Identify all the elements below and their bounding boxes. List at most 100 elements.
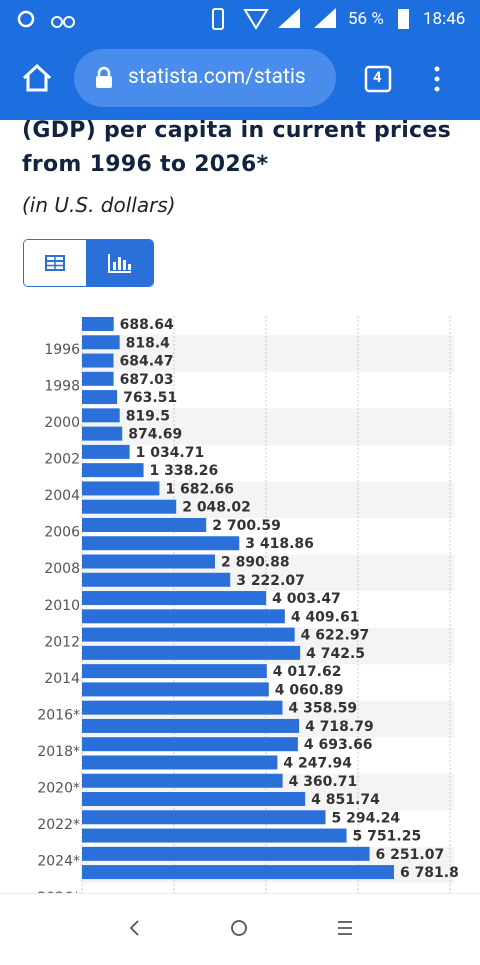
- bar: [82, 572, 231, 587]
- browser-header: 56 % 18:46 statista.com/statis 4: [0, 0, 480, 120]
- y-tick-label: 2026*: [37, 890, 80, 893]
- value-label: 4 693.66: [304, 737, 373, 753]
- bar: [82, 517, 207, 532]
- y-tick-label: 2020*: [37, 780, 80, 796]
- value-label: 4 247.94: [283, 755, 352, 771]
- toolbar-icons: [22, 63, 440, 93]
- tab-count: 4: [373, 68, 382, 86]
- bar: [82, 664, 267, 679]
- bar: [82, 463, 144, 478]
- bar: [82, 554, 215, 569]
- value-label: 687.03: [120, 372, 174, 388]
- row-band: [82, 408, 454, 445]
- back-button[interactable]: [129, 920, 139, 936]
- y-tick-label: 2000: [44, 415, 80, 431]
- incognito-icon: [63, 16, 75, 28]
- bar: [82, 755, 278, 770]
- value-label: 684.47: [119, 354, 173, 370]
- bar: [82, 700, 283, 715]
- value-label: 3 418.86: [245, 536, 314, 552]
- bar: [82, 828, 347, 843]
- bar: [82, 609, 285, 624]
- value-label: 4 409.61: [291, 609, 360, 625]
- bar: [82, 846, 370, 861]
- chart-icon: [108, 254, 131, 273]
- bar: [82, 591, 267, 606]
- y-tick-label: 1996: [44, 342, 80, 358]
- value-label: 2 700.59: [212, 518, 281, 534]
- value-label: 874.69: [128, 427, 182, 443]
- value-label: 688.64: [120, 317, 174, 333]
- value-label: 4 360.71: [289, 774, 358, 790]
- bar: [82, 718, 300, 733]
- view-toggle: [23, 239, 154, 287]
- bar: [82, 645, 301, 660]
- bar: [82, 481, 160, 496]
- battery-icon: [398, 9, 409, 29]
- value-label: 4 851.74: [311, 792, 380, 808]
- recents-button[interactable]: [338, 921, 352, 935]
- value-label: 4 003.47: [272, 591, 341, 607]
- home-nav-button[interactable]: [231, 920, 247, 936]
- clock: 18:46: [423, 9, 466, 29]
- bar: [82, 317, 114, 331]
- chart-title: (GDP) per capita in current prices from …: [22, 118, 452, 177]
- value-label: 6 781.8: [400, 865, 459, 881]
- value-label: 4 718.79: [305, 719, 374, 735]
- signal-icon: [314, 8, 336, 28]
- status-bar: 56 % 18:46: [0, 0, 480, 38]
- y-tick-label: 2016*: [37, 707, 80, 723]
- value-label: 2 048.02: [182, 500, 251, 516]
- value-label: 6 251.07: [376, 847, 445, 863]
- bar: [82, 536, 240, 551]
- chart-view-button[interactable]: [86, 240, 153, 286]
- lock-icon: [96, 66, 112, 88]
- menu-button[interactable]: [434, 66, 440, 72]
- value-label: 3 222.07: [236, 573, 305, 589]
- y-tick-label: 2018*: [37, 744, 80, 760]
- y-tick-label: 2010: [44, 598, 80, 614]
- bar: [82, 773, 283, 788]
- value-label: 4 742.5: [306, 646, 365, 662]
- bar: [82, 444, 130, 459]
- value-label: 1 682.66: [165, 481, 234, 497]
- bar: [82, 865, 394, 880]
- vibrate-icon: [212, 8, 224, 30]
- y-tick-label: 2014: [44, 671, 80, 687]
- value-label: 763.51: [123, 390, 177, 406]
- bar: [82, 390, 118, 405]
- bar: [82, 426, 123, 441]
- y-tick-label: 2024*: [37, 854, 80, 870]
- bar: [82, 335, 120, 350]
- home-button[interactable]: [22, 63, 52, 92]
- table-icon: [45, 255, 65, 271]
- value-label: 1 034.71: [136, 445, 205, 461]
- row-band: [82, 335, 454, 372]
- value-label: 4 017.62: [273, 664, 342, 680]
- value-label: 4 622.97: [301, 628, 370, 644]
- bar: [82, 353, 114, 368]
- value-label: 5 751.25: [353, 829, 422, 845]
- tabs-button[interactable]: [364, 65, 392, 93]
- value-label: 1 338.26: [150, 463, 219, 479]
- value-label: 2 890.88: [221, 555, 290, 571]
- chart: 688.64 1996 818.4 684.47 1998 687.03 763.51 200…: [37, 316, 459, 893]
- battery-text: 56 %: [348, 9, 384, 29]
- bar: [82, 737, 298, 752]
- table-view-button[interactable]: [24, 240, 86, 286]
- menu-button[interactable]: [434, 86, 440, 92]
- bar: [82, 499, 177, 514]
- data-icon: [243, 9, 269, 30]
- url-text: statista.com/statis: [128, 65, 306, 89]
- navigation-bar: [0, 893, 480, 961]
- y-tick-label: 2002: [44, 452, 80, 468]
- menu-button[interactable]: [434, 76, 440, 82]
- value-label: 4 060.89: [275, 682, 344, 698]
- notification-icon: [17, 10, 35, 28]
- y-tick-label: 2004: [44, 488, 80, 504]
- y-tick-label: 1998: [44, 379, 80, 395]
- address-bar[interactable]: statista.com/statis: [74, 49, 336, 107]
- bar: [82, 408, 120, 423]
- value-label: 5 294.24: [332, 810, 401, 826]
